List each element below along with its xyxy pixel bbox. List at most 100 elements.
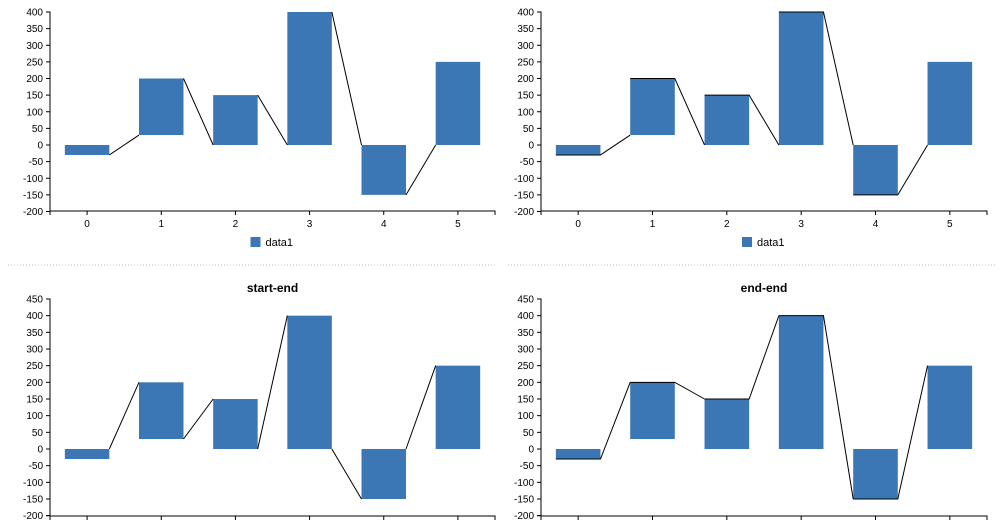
- chart-2-y-axis-line: [46, 298, 51, 517]
- chart-2-y-tick-label: 450: [26, 295, 43, 306]
- chart-2-y-tick-label: -50: [29, 461, 44, 472]
- chart-2-y-tick-label: 300: [26, 345, 43, 356]
- chart-0-y-tick-label: 150: [26, 91, 43, 102]
- chart-1-y-tick-label: -100: [514, 174, 534, 185]
- chart-3-y-tick-label: 0: [528, 445, 534, 456]
- chart-1-y-tick-label: -150: [514, 190, 534, 201]
- chart-1-bar: [630, 78, 675, 136]
- chart-2-connector-line: [405, 365, 437, 450]
- chart-0-y-tick-label: 50: [32, 124, 44, 135]
- chart-3-y-tick-label: 50: [523, 428, 535, 439]
- chart-3-y-tick-label: -100: [514, 478, 534, 489]
- chart-0-y-tick-label: 100: [26, 107, 43, 118]
- chart-0-connector-line: [257, 94, 288, 146]
- chart-0-bar: [64, 145, 110, 155]
- chart-2-y-tick-label: 200: [26, 378, 43, 389]
- chart-3-y-tick-label: 100: [517, 411, 534, 422]
- chart-0-connector-line: [405, 144, 437, 196]
- chart-2-y-tick-label: -100: [23, 478, 43, 489]
- chart-1-bar: [555, 145, 601, 155]
- chart-0-y-tick-label: 200: [26, 74, 43, 85]
- chart-3-connector-line: [853, 365, 929, 500]
- chart-1-y-tick-label: 150: [517, 91, 534, 102]
- chart-1-y-tick-label: -50: [520, 157, 535, 168]
- chart-2-y-tick-label: 150: [26, 395, 43, 406]
- chart-0-y-tick-label: -100: [23, 174, 43, 185]
- chart-1-bar: [853, 145, 898, 195]
- chart-1-y-tick-label: 250: [517, 57, 534, 68]
- chart-3-y-tick-label: 400: [517, 311, 534, 322]
- chart-2-y-tick-label: 250: [26, 361, 43, 372]
- chart-1-x-tick-label: 1: [650, 219, 656, 230]
- chart-1-bar: [927, 61, 973, 145]
- chart-1-legend-label: data1: [757, 237, 785, 249]
- chart-0-bar: [361, 145, 406, 195]
- chart-2-y-tick-label: 400: [26, 311, 43, 322]
- chart-3-y-tick-label: 450: [517, 295, 534, 306]
- chart-2-y-tick-label: -150: [23, 495, 43, 506]
- chart-0-bar: [435, 61, 481, 145]
- chart-0-y-tick-label: -200: [23, 207, 43, 218]
- chart-1-x-tick-label: 5: [947, 219, 953, 230]
- chart-1-y-tick-label: 100: [517, 107, 534, 118]
- chart-3-connector-line: [778, 315, 854, 500]
- chart-3-y-tick-label: -200: [514, 511, 534, 522]
- chart-3-bar: [555, 449, 601, 459]
- chart-2-y-tick-label: 100: [26, 411, 43, 422]
- chart-2-bar: [64, 449, 110, 459]
- chart-2-connector-line: [183, 398, 214, 440]
- chart-2-title: start-end: [247, 281, 298, 295]
- chart-3-connector-line: [704, 315, 780, 400]
- chart-0-y-tick-label: 250: [26, 57, 43, 68]
- chart-1-x-tick-label: 2: [724, 219, 730, 230]
- chart-0-y-tick-label: -150: [23, 190, 43, 201]
- chart-0-connector-line: [183, 78, 214, 146]
- chart-1-bar: [778, 12, 824, 145]
- chart-0-x-tick-label: 5: [455, 219, 461, 230]
- chart-2-y-tick-label: 350: [26, 328, 43, 339]
- chart-3-bar: [630, 382, 675, 439]
- chart-0-x-axis-line: [49, 210, 496, 215]
- chart-3-y-tick-label: -50: [520, 461, 535, 472]
- chart-3-y-tick-label: -150: [514, 495, 534, 506]
- chart-0-y-tick-label: 350: [26, 24, 43, 35]
- chart-0-bar: [213, 95, 258, 145]
- chart-1-y-tick-label: 50: [523, 124, 535, 135]
- chart-0-y-tick-label: 300: [26, 41, 43, 52]
- chart-1-y-tick-label: -200: [514, 207, 534, 218]
- chart-0-y-tick-label: 0: [37, 141, 43, 152]
- chart-1-connector-line: [704, 94, 780, 146]
- chart-3-y-tick-label: 200: [517, 378, 534, 389]
- chart-1-connector-line: [778, 11, 854, 146]
- chart-1-x-axis-line: [540, 210, 988, 215]
- chart-0-x-tick-label: 1: [158, 219, 164, 230]
- chart-2-bar: [287, 315, 332, 449]
- chart-1-y-tick-label: 200: [517, 74, 534, 85]
- chart-2-x-axis-line: [49, 515, 496, 520]
- chart-3-connector-line: [555, 382, 631, 460]
- chart-0-x-tick-label: 0: [84, 219, 90, 230]
- chart-1-legend-swatch: [742, 237, 752, 247]
- chart-1-y-tick-label: 400: [517, 8, 534, 19]
- chart-1-y-tick-label: 350: [517, 24, 534, 35]
- chart-0-legend-swatch: [250, 237, 261, 247]
- chart-3-x-axis-line: [540, 515, 988, 520]
- chart-2-y-tick-label: 0: [37, 445, 43, 456]
- chart-2-bar: [213, 399, 258, 449]
- chart-0-legend-label: data1: [266, 237, 294, 249]
- chart-3-y-tick-label: 350: [517, 328, 534, 339]
- chart-1-connector-line: [853, 144, 928, 196]
- chart-1-connector-line: [555, 134, 631, 156]
- chart-3-y-axis-line: [537, 298, 542, 517]
- chart-2-connector-line: [257, 315, 288, 450]
- chart-0-connector-line: [331, 11, 362, 146]
- chart-1-x-tick-label: 3: [798, 219, 804, 230]
- chart-1-connector-line: [630, 78, 705, 146]
- chart-1-bar: [704, 95, 750, 145]
- chart-2-bar: [435, 365, 481, 449]
- chart-2-connector-line: [331, 448, 362, 500]
- chart-3-connector-line: [630, 381, 705, 400]
- chart-3-title: end-end: [741, 281, 788, 295]
- chart-2-connector-line: [108, 382, 140, 450]
